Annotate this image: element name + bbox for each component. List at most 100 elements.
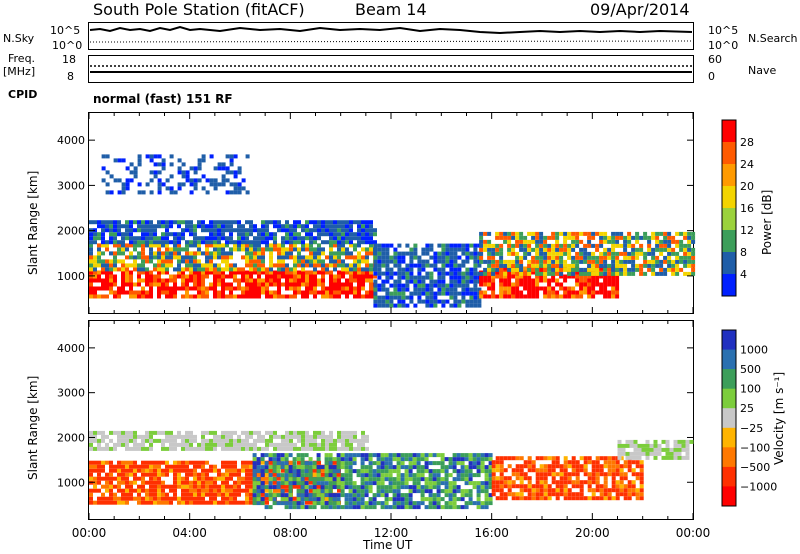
heatmap-cell: [460, 465, 465, 470]
heatmap-cell: [197, 442, 201, 447]
heatmap-cell: [161, 270, 165, 275]
heatmap-cell: [575, 259, 580, 264]
heatmap-cell: [324, 457, 329, 462]
heatmap-cell: [511, 247, 516, 252]
heatmap-cell: [285, 274, 289, 279]
heatmap-cell: [623, 488, 628, 493]
heatmap-cell: [551, 456, 556, 461]
heatmap-cell: [121, 290, 125, 295]
heatmap-cell: [309, 228, 313, 233]
heatmap-cell: [293, 259, 297, 264]
heatmap-cell: [667, 259, 672, 264]
heatmap-cell: [133, 434, 137, 439]
heatmap-cell: [368, 461, 373, 466]
heatmap-cell: [392, 501, 397, 506]
heatmap-cell: [591, 460, 596, 465]
heatmap-cell: [313, 240, 317, 245]
heatmap-cell: [388, 497, 393, 502]
heatmap-cell: [531, 286, 536, 291]
heatmap-cell: [356, 453, 361, 458]
heatmap-cell: [344, 457, 349, 462]
heatmap-cell: [424, 477, 429, 482]
heatmap-cell: [201, 500, 205, 505]
heatmap-cell: [277, 267, 281, 272]
heatmap-cell: [185, 251, 189, 256]
heatmap-cell: [515, 263, 520, 268]
heatmap-cell: [237, 243, 241, 248]
heatmap-cell: [245, 282, 249, 287]
heatmap-cell: [444, 473, 449, 478]
heatmap-cell: [153, 228, 157, 233]
heatmap-cell: [329, 243, 333, 248]
heatmap-cell: [157, 460, 161, 465]
heatmap-cell: [453, 291, 458, 296]
heatmap-cell: [213, 243, 217, 248]
heatmap-cell: [217, 236, 221, 241]
heatmap-cell: [409, 267, 414, 272]
heatmap-cell: [539, 492, 544, 497]
heatmap-cell: [213, 182, 218, 187]
heatmap-cell: [133, 170, 138, 175]
heatmap-cell: [340, 493, 345, 498]
heatmap-cell: [133, 228, 137, 233]
heatmap-cell: [137, 476, 141, 481]
heatmap-cell: [229, 472, 233, 477]
heatmap-cell: [169, 263, 173, 268]
heatmap-cell: [133, 247, 137, 252]
heatmap-cell: [181, 255, 185, 260]
heatmap-cell: [297, 484, 301, 489]
heatmap-cell: [221, 274, 225, 279]
heatmap-cell: [117, 476, 121, 481]
heatmap-cell: [301, 274, 305, 279]
heatmap-cell: [221, 464, 225, 469]
heatmap-cell: [276, 481, 281, 486]
heatmap-cell: [348, 505, 353, 510]
heatmap-cell: [181, 434, 185, 439]
heatmap-cell: [547, 484, 552, 489]
heatmap-cell: [523, 294, 528, 299]
heatmap-cell: [675, 263, 680, 268]
heatmap-cell: [591, 231, 596, 236]
heatmap-cell: [457, 299, 462, 304]
heatmap-cell: [484, 457, 489, 462]
heatmap-cell: [539, 235, 544, 240]
heatmap-cell: [321, 259, 325, 264]
heatmap-cell: [197, 476, 201, 481]
heatmap-cell: [384, 453, 389, 458]
heatmap-cell: [245, 286, 249, 291]
heatmap-cell: [417, 299, 422, 304]
heatmap-cell: [591, 255, 596, 260]
heatmap-cell: [289, 270, 293, 275]
heatmap-cell: [527, 290, 532, 295]
heatmap-cell: [284, 501, 289, 506]
heatmap-cell: [491, 476, 496, 481]
heatmap-cell: [369, 232, 373, 237]
heatmap-cell: [476, 497, 481, 502]
heatmap-cell: [348, 489, 353, 494]
heatmap-cell: [97, 472, 101, 477]
heatmap-cell: [651, 271, 656, 276]
heatmap-cell: [217, 162, 222, 167]
heatmap-cell: [265, 240, 269, 245]
heatmap-cell: [385, 299, 390, 304]
heatmap-cell: [472, 481, 477, 486]
heatmap-cell: [575, 263, 580, 268]
heatmap-cell: [357, 220, 361, 225]
heatmap-cell: [305, 500, 309, 505]
heatmap-cell: [201, 446, 205, 451]
colorbar-segment: [722, 120, 736, 143]
heatmap-cell: [543, 263, 548, 268]
heatmap-cell: [503, 492, 508, 497]
heatmap-cell: [253, 438, 257, 443]
heatmap-cell: [368, 497, 373, 502]
heatmap-cell: [185, 430, 189, 435]
heatmap-cell: [284, 457, 289, 462]
heatmap-cell: [420, 469, 425, 474]
heatmap-cell: [424, 485, 429, 490]
heatmap-cell: [396, 505, 401, 510]
heatmap-cell: [101, 236, 105, 241]
heatmap-cell: [268, 473, 273, 478]
x-tick-label: 00:00: [72, 526, 107, 540]
heatmap-cell: [445, 271, 450, 276]
heatmap-cell: [405, 283, 410, 288]
